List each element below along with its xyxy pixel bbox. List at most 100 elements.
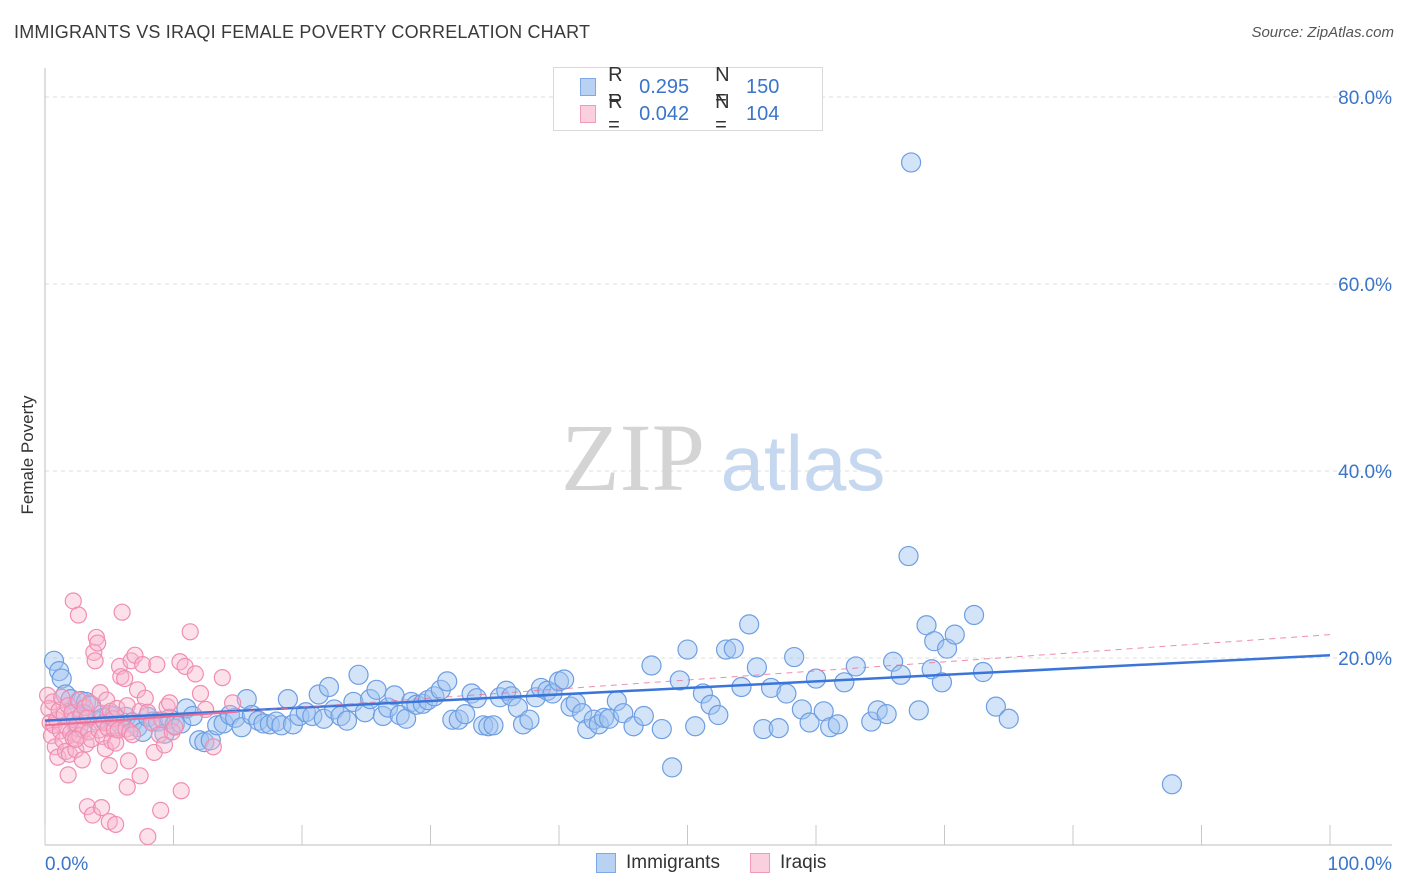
- point-immigrants: [1161, 774, 1183, 795]
- legend-item-immigrants[interactable]: Immigrants: [596, 852, 720, 874]
- point-immigrants: [963, 604, 985, 626]
- point-iraqis: [113, 603, 131, 621]
- point-iraqis: [139, 827, 157, 846]
- point-immigrants: [677, 639, 698, 660]
- point-iraqis: [50, 701, 68, 719]
- point-iraqis: [224, 694, 242, 712]
- point-iraqis: [152, 801, 170, 820]
- point-immigrants: [723, 638, 744, 659]
- point-iraqis: [121, 723, 139, 741]
- point-iraqis: [87, 628, 106, 647]
- n-value: 150: [746, 75, 780, 98]
- point-immigrants: [753, 718, 774, 740]
- point-immigrants: [389, 704, 410, 726]
- point-immigrants: [924, 631, 945, 652]
- point-iraqis: [136, 689, 154, 707]
- point-immigrants: [336, 710, 358, 731]
- point-iraqis: [186, 665, 204, 683]
- point-immigrants: [633, 705, 654, 727]
- point-iraqis: [107, 815, 125, 834]
- source-label: Source: ZipAtlas.com: [1251, 24, 1394, 41]
- point-immigrants: [442, 709, 463, 730]
- trend-line-immigrants: [44, 653, 1331, 722]
- point-immigrants: [623, 716, 644, 737]
- point-immigrants: [448, 709, 469, 730]
- point-iraqis: [166, 718, 184, 736]
- point-iraqis: [213, 669, 231, 687]
- point-immigrants: [845, 656, 866, 677]
- legend-label-iraqis: Iraqis: [779, 852, 827, 873]
- point-immigrants: [882, 651, 904, 672]
- chart-title: IMMIGRANTS VS IRAQI FEMALE POVERTY CORRE…: [14, 22, 591, 42]
- y-tick-label: 60.0%: [1338, 275, 1392, 296]
- point-immigrants: [519, 709, 540, 730]
- point-immigrants: [776, 683, 797, 704]
- point-immigrants: [43, 650, 65, 671]
- point-iraqis: [116, 669, 134, 688]
- r-label: R =: [608, 64, 623, 109]
- point-immigrants: [253, 713, 274, 734]
- legend-row-immigrants: R = 0.295 N = 150: [580, 64, 822, 109]
- point-immigrants: [985, 696, 1007, 717]
- legend-item-iraqis[interactable]: Iraqis: [749, 852, 827, 874]
- point-iraqis: [123, 726, 141, 744]
- point-immigrants: [366, 679, 387, 700]
- series-iraqis: [38, 592, 242, 846]
- point-immigrants: [455, 703, 476, 725]
- point-immigrants: [708, 704, 729, 726]
- point-iraqis: [191, 684, 210, 703]
- point-immigrants: [746, 657, 767, 678]
- point-immigrants: [791, 699, 812, 720]
- point-immigrants: [768, 718, 789, 739]
- point-iraqis: [92, 798, 111, 817]
- point-iraqis: [119, 752, 138, 770]
- point-immigrants: [572, 703, 593, 724]
- n-label: N =: [715, 91, 730, 136]
- x-tick-label: 0.0%: [45, 854, 88, 875]
- point-immigrants: [318, 676, 340, 698]
- point-immigrants: [651, 718, 672, 740]
- point-immigrants: [406, 694, 427, 715]
- point-immigrants: [820, 717, 841, 738]
- point-immigrants: [661, 757, 683, 778]
- y-tick-label: 40.0%: [1338, 462, 1392, 483]
- trend-line-iraqis: [44, 710, 238, 727]
- point-immigrants: [554, 669, 575, 690]
- point-iraqis: [172, 782, 190, 800]
- trend-lines: [44, 634, 1331, 727]
- point-immigrants: [805, 668, 827, 689]
- point-immigrants: [890, 664, 911, 685]
- n-value: 104: [746, 102, 780, 125]
- grid-lines: [45, 96, 1392, 659]
- r-value: 0.295: [639, 75, 690, 98]
- point-immigrants: [437, 671, 458, 692]
- point-iraqis: [69, 606, 88, 624]
- point-immigrants: [236, 689, 257, 710]
- point-immigrants: [51, 668, 72, 689]
- point-iraqis: [131, 767, 149, 785]
- point-iraqis: [73, 751, 91, 769]
- point-iraqis: [118, 778, 136, 796]
- point-iraqis: [107, 734, 125, 752]
- point-iraqis: [163, 723, 181, 741]
- point-immigrants: [944, 624, 965, 645]
- axes: [44, 68, 1392, 846]
- point-immigrants: [876, 703, 897, 725]
- point-immigrants: [998, 708, 1019, 729]
- x-tick-label: 100.0%: [1328, 854, 1393, 875]
- r-label: R =: [608, 91, 623, 136]
- point-iraqis: [86, 652, 104, 670]
- point-iraqis: [181, 623, 199, 641]
- point-iraqis: [78, 798, 97, 816]
- point-iraqis: [89, 634, 107, 652]
- point-immigrants: [685, 716, 706, 737]
- point-immigrants: [931, 672, 953, 693]
- point-iraqis: [81, 694, 99, 712]
- watermark: ZIP atlas: [561, 404, 885, 511]
- point-immigrants: [900, 152, 922, 173]
- legend-swatch-immigrants: [580, 78, 597, 96]
- point-iraqis: [67, 730, 85, 748]
- point-immigrants: [348, 664, 369, 685]
- y-tick-label: 80.0%: [1338, 88, 1392, 109]
